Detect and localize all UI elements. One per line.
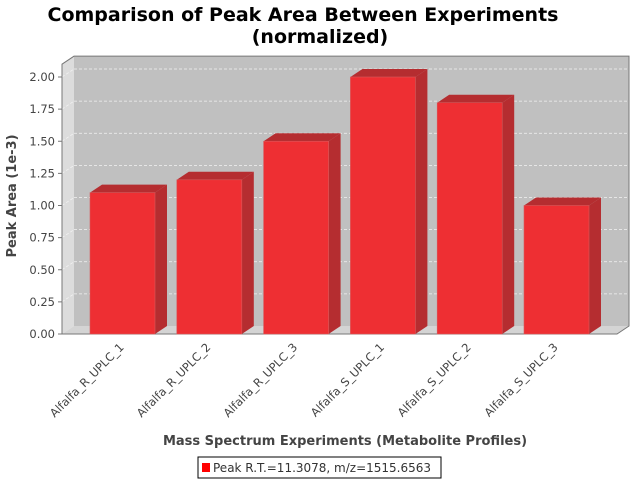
gridline-side xyxy=(61,132,75,142)
x-tick-label: Alfalfa_S_UPLC_1 xyxy=(308,340,387,419)
gridline-side xyxy=(61,229,75,238)
bar-side xyxy=(155,184,167,334)
chart-title-line-1: Comparison of Peak Area Between Experime… xyxy=(48,4,559,26)
chart-title-line-2: (normalized) xyxy=(252,26,389,48)
bar-top xyxy=(176,171,254,180)
gridline-side xyxy=(61,293,75,303)
bar xyxy=(523,205,590,335)
plot-outline xyxy=(61,55,630,335)
y-axis-label: Peak Area (1e-3) xyxy=(5,134,20,257)
x-axis-label: Mass Spectrum Experiments (Metabolite Pr… xyxy=(163,434,527,449)
y-tick-label: 0.25 xyxy=(29,295,55,309)
x-tick-label: Alfalfa_R_UPLC_1 xyxy=(47,340,127,420)
bar-top xyxy=(524,197,601,206)
bar-top xyxy=(437,94,515,103)
gridline-side xyxy=(61,165,75,174)
x-tick-label: Alfalfa_R_UPLC_2 xyxy=(134,340,214,420)
y-tick-label: 1.25 xyxy=(29,166,55,180)
y-tick-label: 1.50 xyxy=(29,134,55,148)
plot-left-wall xyxy=(62,56,74,335)
y-tick-label: 0.00 xyxy=(29,327,55,341)
y-tick-label: 2.00 xyxy=(29,70,55,84)
bar-top xyxy=(263,133,341,142)
gridline-side xyxy=(61,100,75,110)
x-tick-label: Alfalfa_R_UPLC_3 xyxy=(220,340,300,420)
gridline-side xyxy=(61,261,75,271)
bar-top xyxy=(90,184,167,193)
bar xyxy=(263,140,329,335)
gridline-side xyxy=(61,68,75,78)
bar xyxy=(176,179,243,335)
legend: Peak R.T.=11.3078, m/z=1515.6563 xyxy=(197,456,442,479)
y-tick-label: 1.00 xyxy=(29,199,55,213)
y-tick-label: 1.75 xyxy=(29,102,55,116)
x-tick-label: Alfalfa_S_UPLC_3 xyxy=(481,340,560,419)
bar-side xyxy=(241,171,254,334)
bar xyxy=(436,102,503,335)
bar-side xyxy=(502,94,515,334)
y-tick-label: 0.75 xyxy=(29,231,55,245)
bar-side xyxy=(328,133,341,334)
bar xyxy=(350,76,416,335)
plot-area: 0.00 0.25 0.50 0.75 1.00 1.25 1.50 1.75 2.00 Alfa… xyxy=(29,55,630,420)
legend-swatch xyxy=(202,463,210,472)
gridline-side xyxy=(61,197,75,206)
y-tick-label: 0.50 xyxy=(29,263,55,277)
bar-side xyxy=(589,197,601,334)
bar-top xyxy=(350,69,428,77)
legend-box xyxy=(197,456,442,479)
bar xyxy=(89,192,156,335)
legend-label: Peak R.T.=11.3078, m/z=1515.6563 xyxy=(213,461,431,475)
x-tick-label: Alfalfa_S_UPLC_2 xyxy=(395,340,474,419)
bar-side xyxy=(415,69,428,334)
